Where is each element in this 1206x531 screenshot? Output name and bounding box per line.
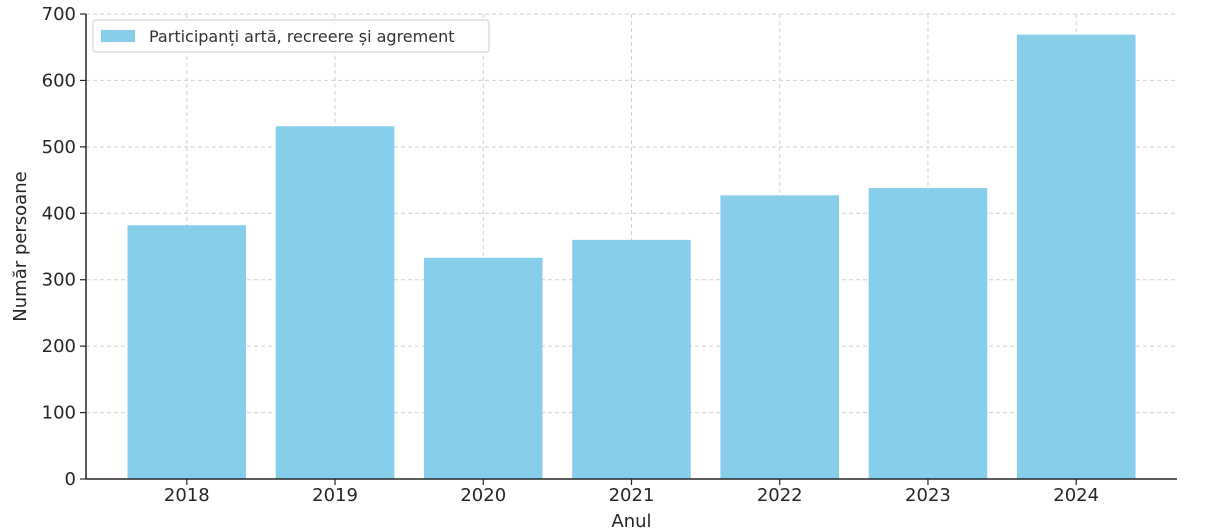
- y-tick-label: 700: [42, 4, 76, 25]
- x-tick-label: 2021: [609, 485, 655, 506]
- legend-swatch: [101, 30, 135, 42]
- bar-2022: [720, 195, 840, 479]
- x-axis-ticks: 2018 2019 2020 2021 2022 2023 2024: [164, 479, 1099, 506]
- x-tick-label: 2018: [164, 485, 210, 506]
- bar-2018: [127, 225, 247, 479]
- x-tick-label: 2022: [757, 485, 803, 506]
- x-axis-title: Anul: [611, 511, 651, 531]
- x-tick-label: 2024: [1053, 485, 1099, 506]
- y-axis-ticks: 0 100 200 300 400 500 600 700: [42, 4, 86, 490]
- legend: Participanți artă, recreere și agrement: [92, 19, 490, 53]
- y-tick-label: 600: [42, 70, 76, 91]
- y-tick-label: 300: [42, 270, 76, 291]
- y-tick-label: 400: [42, 203, 76, 224]
- x-tick-label: 2019: [312, 485, 358, 506]
- y-tick-label: 200: [42, 336, 76, 357]
- bar-2024: [1016, 34, 1136, 479]
- y-tick-label: 100: [42, 403, 76, 424]
- y-tick-label: 500: [42, 137, 76, 158]
- bar-2020: [423, 257, 543, 479]
- x-tick-label: 2023: [905, 485, 951, 506]
- bar-2019: [275, 126, 395, 479]
- y-axis-title: Număr persoane: [10, 171, 31, 321]
- x-tick-label: 2020: [460, 485, 506, 506]
- bars: [127, 34, 1136, 480]
- bar-2023: [868, 188, 988, 480]
- y-tick-label: 0: [65, 469, 76, 490]
- legend-label: Participanți artă, recreere și agrement: [149, 27, 455, 46]
- legend-frame: [92, 19, 490, 53]
- bar-2021: [572, 239, 691, 479]
